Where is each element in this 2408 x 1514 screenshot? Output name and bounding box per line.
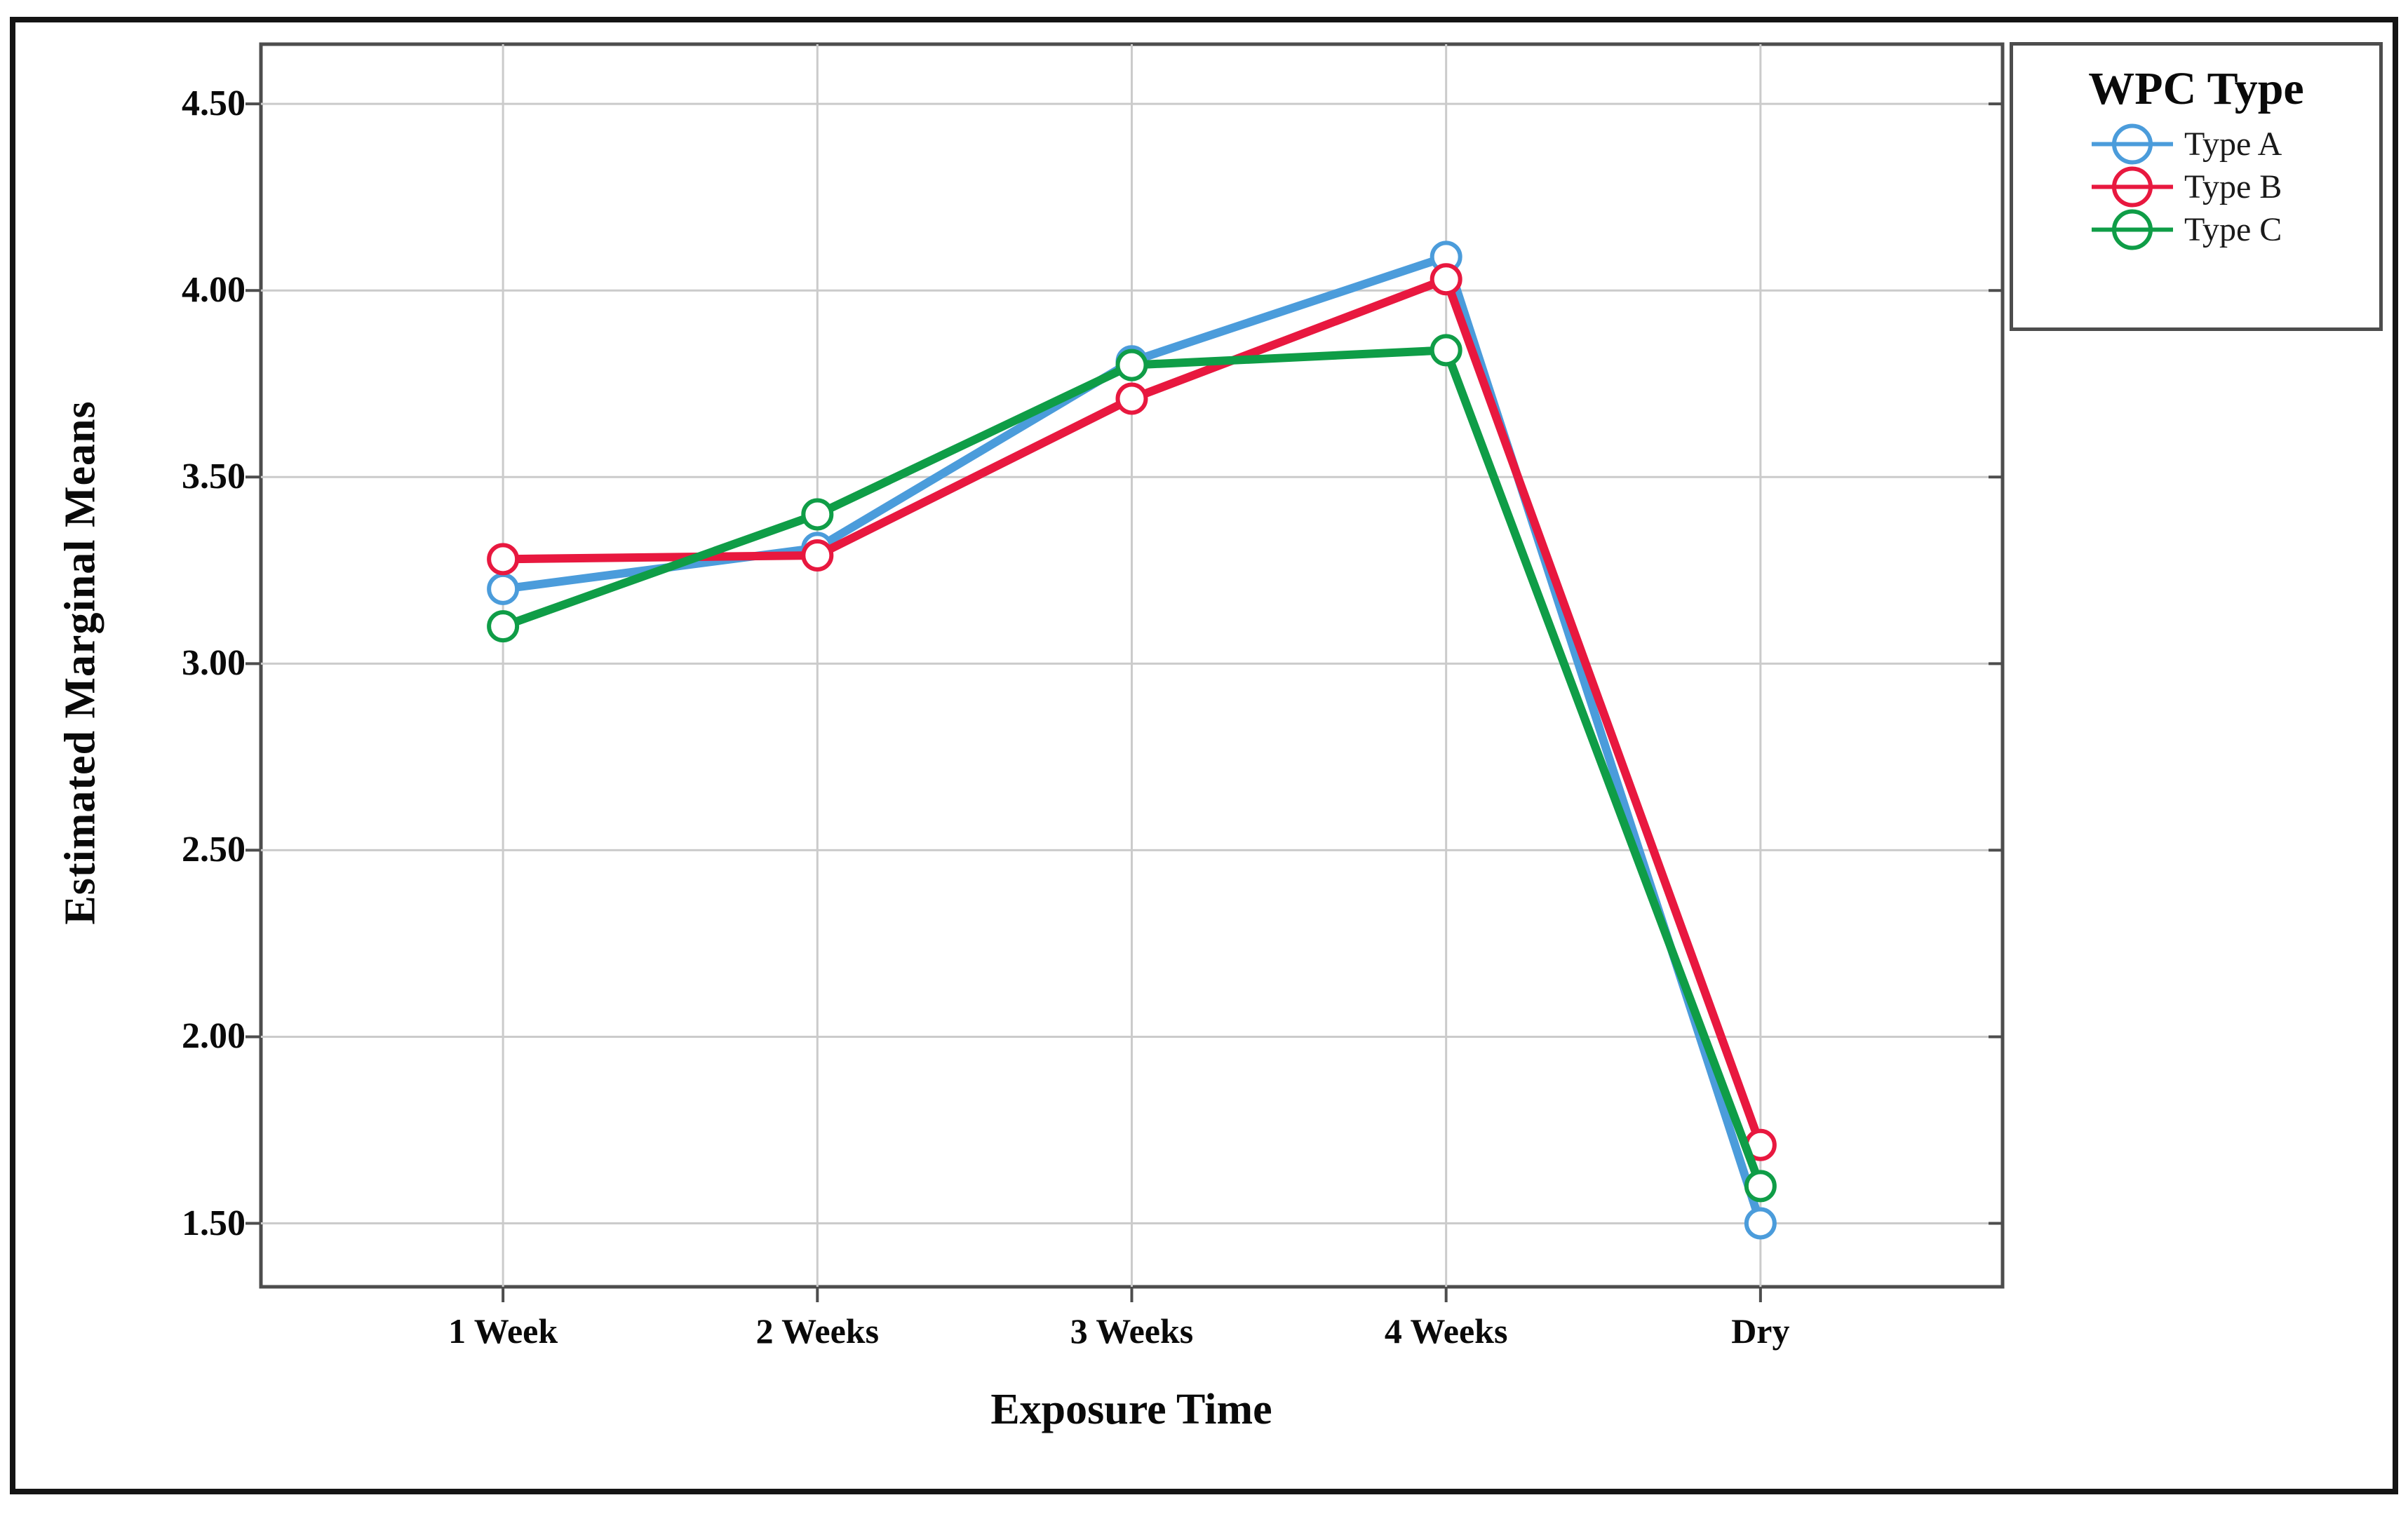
y-tick-label: 1.50 — [182, 1203, 245, 1243]
marker-type-b-2 — [1115, 382, 1148, 415]
marker-type-b-0 — [487, 543, 520, 576]
marker-type-b-1 — [801, 539, 834, 572]
legend-marker-type-c-icon — [2092, 209, 2173, 250]
marker-type-b-3 — [1430, 263, 1462, 296]
marker-type-c-3 — [1430, 334, 1462, 367]
legend-marker-type-b-icon — [2092, 166, 2173, 208]
legend-item-type-b: Type B — [2090, 165, 2379, 208]
legend-item-type-a: Type A — [2090, 123, 2379, 165]
marker-type-c-1 — [801, 498, 834, 531]
legend-item-label: Type C — [2184, 211, 2282, 248]
x-tick-label: Dry — [1731, 1311, 1790, 1351]
y-tick-label: 3.50 — [182, 457, 245, 497]
x-tick-label: 1 Week — [448, 1311, 558, 1351]
legend-item-label: Type B — [2184, 168, 2282, 205]
x-tick-label: 2 Weeks — [755, 1311, 880, 1351]
legend-title: WPC Type — [2088, 63, 2304, 114]
y-tick-label: 4.00 — [182, 270, 245, 311]
y-tick-label: 4.50 — [182, 83, 245, 124]
marker-type-c-2 — [1115, 349, 1148, 381]
marker-type-c-0 — [487, 610, 520, 643]
x-tick-label: 3 Weeks — [1070, 1311, 1194, 1351]
x-tick-label: 4 Weeks — [1384, 1311, 1508, 1351]
y-tick-label: 2.00 — [182, 1016, 245, 1057]
legend-marker-type-a-icon — [2092, 123, 2173, 165]
legend: WPC Type Type A Type B Type C — [2010, 42, 2383, 331]
legend-items: Type A Type B Type C — [2013, 123, 2379, 251]
marker-type-a-4 — [1744, 1207, 1777, 1240]
legend-item-type-c: Type C — [2090, 208, 2379, 251]
marker-type-a-0 — [487, 572, 520, 605]
y-tick-label: 2.50 — [182, 830, 245, 870]
x-axis-title: Exposure Time — [990, 1386, 1272, 1433]
marker-type-c-4 — [1744, 1170, 1777, 1203]
legend-item-label: Type A — [2184, 126, 2282, 163]
y-tick-label: 3.00 — [182, 643, 245, 684]
